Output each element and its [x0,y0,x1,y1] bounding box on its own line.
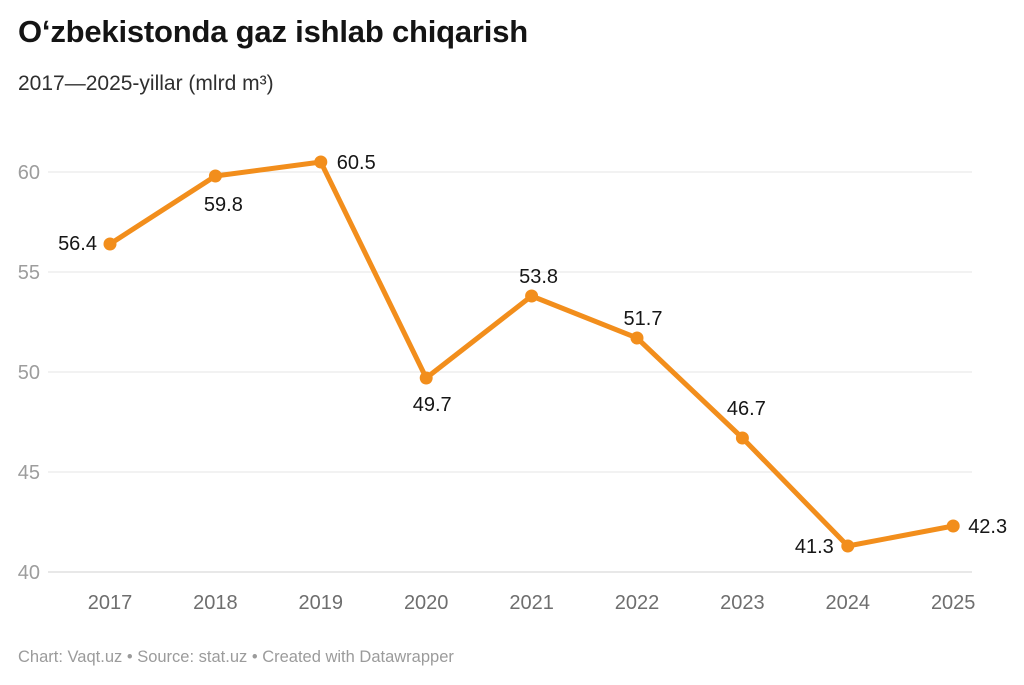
chart-title: Oʻzbekistonda gaz ishlab chiqarish [18,14,528,49]
chart-footer-attribution: Chart: Vaqt.uz • Source: stat.uz • Creat… [18,648,454,666]
data-point-label: 42.3 [968,516,1007,538]
x-axis-tick-label: 2022 [615,592,660,614]
data-point[interactable] [103,237,117,251]
data-point[interactable] [841,539,855,553]
data-point-label: 41.3 [795,536,834,558]
x-axis-tick-label: 2019 [299,592,344,614]
data-point[interactable] [630,331,644,345]
y-axis-tick-label: 55 [18,262,40,284]
y-axis-tick-label: 40 [18,562,40,584]
data-point[interactable] [208,169,222,183]
x-axis-tick-label: 2025 [931,592,976,614]
data-point-label: 49.7 [413,394,452,416]
y-axis-tick-label: 60 [18,162,40,184]
data-point-label: 56.4 [58,233,97,255]
data-point[interactable] [314,155,328,169]
data-point[interactable] [419,371,433,385]
y-axis-tick-label: 50 [18,362,40,384]
data-point[interactable] [946,519,960,533]
x-axis-tick-label: 2021 [509,592,554,614]
y-axis-tick-label: 45 [18,462,40,484]
x-axis-tick-label: 2018 [193,592,238,614]
data-point[interactable] [525,289,539,303]
data-point-label: 59.8 [204,194,243,216]
x-axis-tick-label: 2017 [88,592,133,614]
data-point-label: 53.8 [519,266,558,288]
data-point-label: 46.7 [727,398,766,420]
x-axis-tick-label: 2023 [720,592,765,614]
data-point-label: 60.5 [337,152,376,174]
x-axis-tick-label: 2024 [826,592,871,614]
data-point[interactable] [735,431,749,445]
chart-subtitle: 2017—2025-yillar (mlrd m³) [18,72,274,95]
series-line [107,159,956,549]
x-axis-tick-label: 2020 [404,592,449,614]
data-point-label: 51.7 [624,308,663,330]
